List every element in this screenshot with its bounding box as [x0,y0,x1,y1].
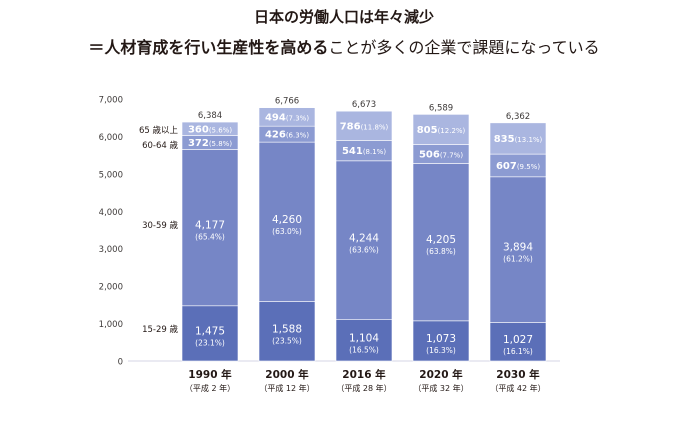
x-tick-sublabel: （平成 28 年） [336,383,391,393]
y-tick-label: 1,000 [99,320,123,330]
data-label-pct: (23.1%) [195,338,225,347]
data-label-pct: (63.8%) [426,247,456,256]
data-label: 4,205 [426,234,456,246]
y-tick-label: 2,000 [99,283,123,293]
x-tick-label: 1990 年 [188,368,232,381]
bar-segment [181,121,239,136]
bar-segment [258,107,316,127]
bar-segment [412,320,470,362]
data-label-pct: (63.6%) [349,245,379,254]
bar-segment [181,149,239,307]
bar-segment [181,305,239,362]
chart-subtitle: ＝人材育成を行い生産性を高めることが多くの企業で課題になっている [0,34,688,58]
y-tick-label: 6,000 [99,133,123,143]
subtitle-rest: ことが多くの企業で課題になっている [328,38,600,57]
data-label: 1,588 [272,323,302,335]
bar-segment [335,160,393,320]
data-label: 360(5.6%) [188,124,232,135]
data-label: 607(9.5%) [496,161,540,172]
y-tick-label: 0 [118,358,123,368]
data-label: 3,894 [503,242,533,254]
total-label: 6,766 [275,97,299,107]
bar-segment [335,110,393,141]
data-label-pct: (16.3%) [426,346,456,355]
data-label: 835(13.1%) [494,134,543,145]
data-label-pct: (63.0%) [272,227,302,236]
bar-segment [335,319,393,362]
data-label-pct: (16.1%) [503,347,533,356]
chart-title: 日本の労働人口は年々減少 [253,8,434,26]
data-label: 4,260 [272,214,302,226]
bar-segment [489,122,547,155]
data-label-pct: (23.5%) [272,336,302,345]
y-tick-label: 4,000 [99,208,123,218]
data-label: 506(7.7%) [419,149,463,160]
data-label: 372(5.8%) [188,138,232,149]
total-label: 6,589 [429,103,453,113]
data-label: 1,104 [349,332,379,344]
x-tick-sublabel: （平成 12 年） [259,383,314,393]
data-label: 541(8.1%) [342,146,386,157]
x-tick-label: 2030 年 [496,368,540,381]
data-label: 786(11.8%) [340,121,389,132]
total-label: 6,362 [506,112,530,122]
x-tick-sublabel: （平成 42 年） [490,383,545,393]
bar-segment [412,114,470,145]
y-tick-label: 3,000 [99,245,123,255]
legend-label: 65 歳以上 [139,125,179,136]
data-label: 494(7.3%) [265,112,309,123]
data-label: 805(12.2%) [417,125,466,136]
legend-label: 15-29 歳 [142,324,178,335]
x-tick-label: 2016 年 [342,368,386,381]
y-tick-label: 7,000 [99,96,123,106]
data-label-pct: (16.5%) [349,345,379,354]
data-label: 426(6.3%) [265,130,309,141]
data-label: 4,244 [349,232,379,244]
x-tick-sublabel: （平成 2 年） [185,383,235,393]
data-label-pct: (65.4%) [195,233,225,242]
x-tick-label: 2020 年 [419,368,463,381]
legend-label: 30-59 歳 [142,220,178,231]
total-label: 6,673 [352,100,376,110]
total-label: 6,384 [198,111,222,121]
x-tick-label: 2000 年 [265,368,309,381]
data-label: 1,073 [426,333,456,345]
bar-segment [489,176,547,323]
x-tick-sublabel: （平成 32 年） [413,383,468,393]
data-label-pct: (61.2%) [503,255,533,264]
data-label: 4,177 [195,220,225,232]
data-label: 1,027 [503,334,533,346]
subtitle-bold: ＝人材育成を行い生産性を高める [88,38,329,57]
y-tick-label: 5,000 [99,170,123,180]
bar-segment [412,163,470,322]
legend-label: 60-64 歳 [142,140,178,151]
data-label: 1,475 [195,325,225,337]
